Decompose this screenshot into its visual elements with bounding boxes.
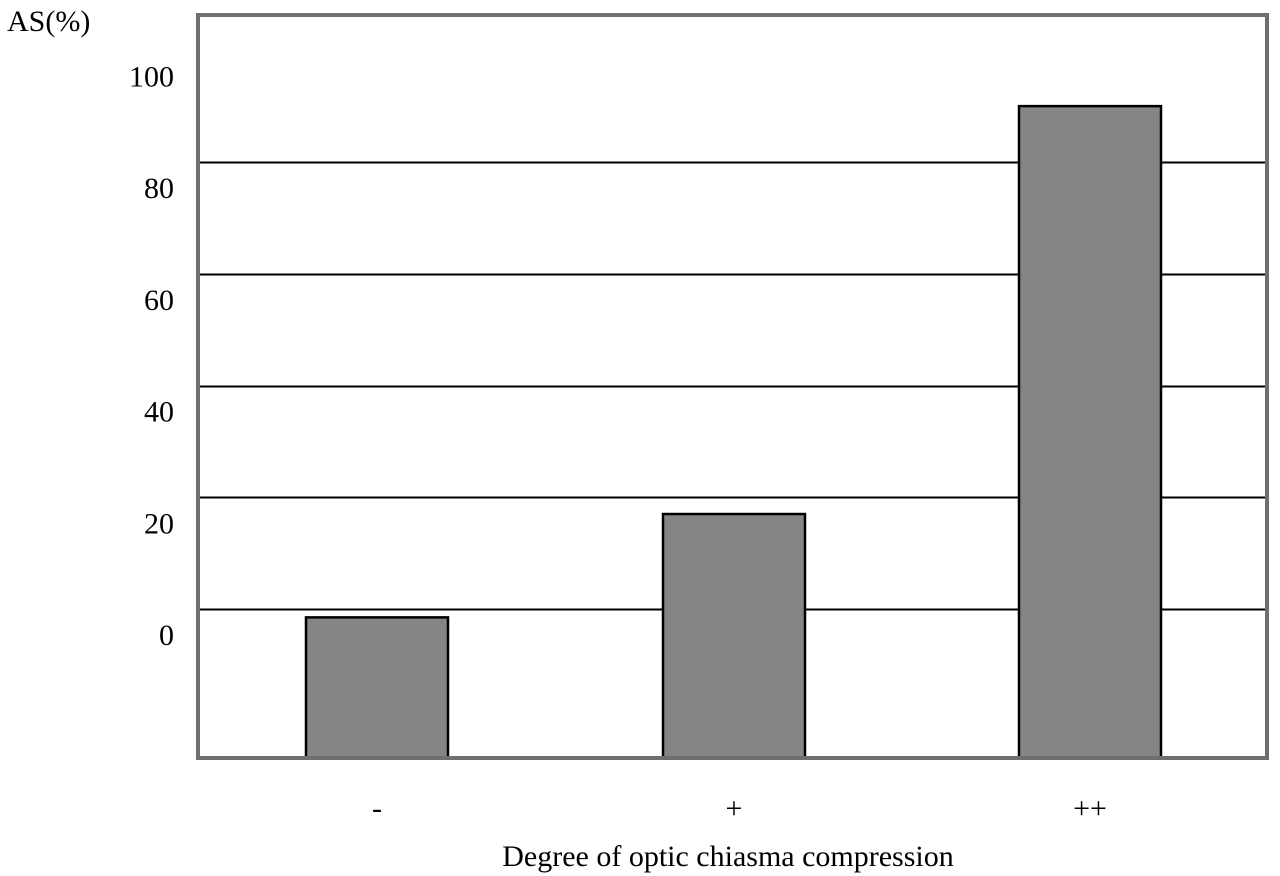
y-tick-label-4: 80: [144, 172, 174, 205]
y-tick-labels: 0 20 40 60 80 100: [129, 60, 174, 652]
x-tick-label-1: +: [726, 792, 743, 825]
plot-frame: [196, 13, 1269, 760]
bar-0: [304, 616, 450, 760]
bar-1: [661, 512, 807, 760]
x-tick-labels: - + ++: [372, 792, 1107, 825]
y-tick-label-3: 60: [144, 284, 174, 317]
x-axis-label: Degree of optic chiasma compression: [502, 840, 954, 873]
x-tick-label-2: ++: [1073, 792, 1107, 825]
bar-2: [1017, 104, 1163, 760]
y-tick-label-5: 100: [129, 60, 174, 93]
x-tick-label-0: -: [372, 792, 382, 825]
bars: [304, 104, 1163, 760]
y-tick-label-0: 0: [159, 619, 174, 652]
y-tick-label-1: 20: [144, 507, 174, 540]
y-tick-label-2: 40: [144, 396, 174, 429]
y-axis-label: AS(%): [7, 5, 90, 38]
